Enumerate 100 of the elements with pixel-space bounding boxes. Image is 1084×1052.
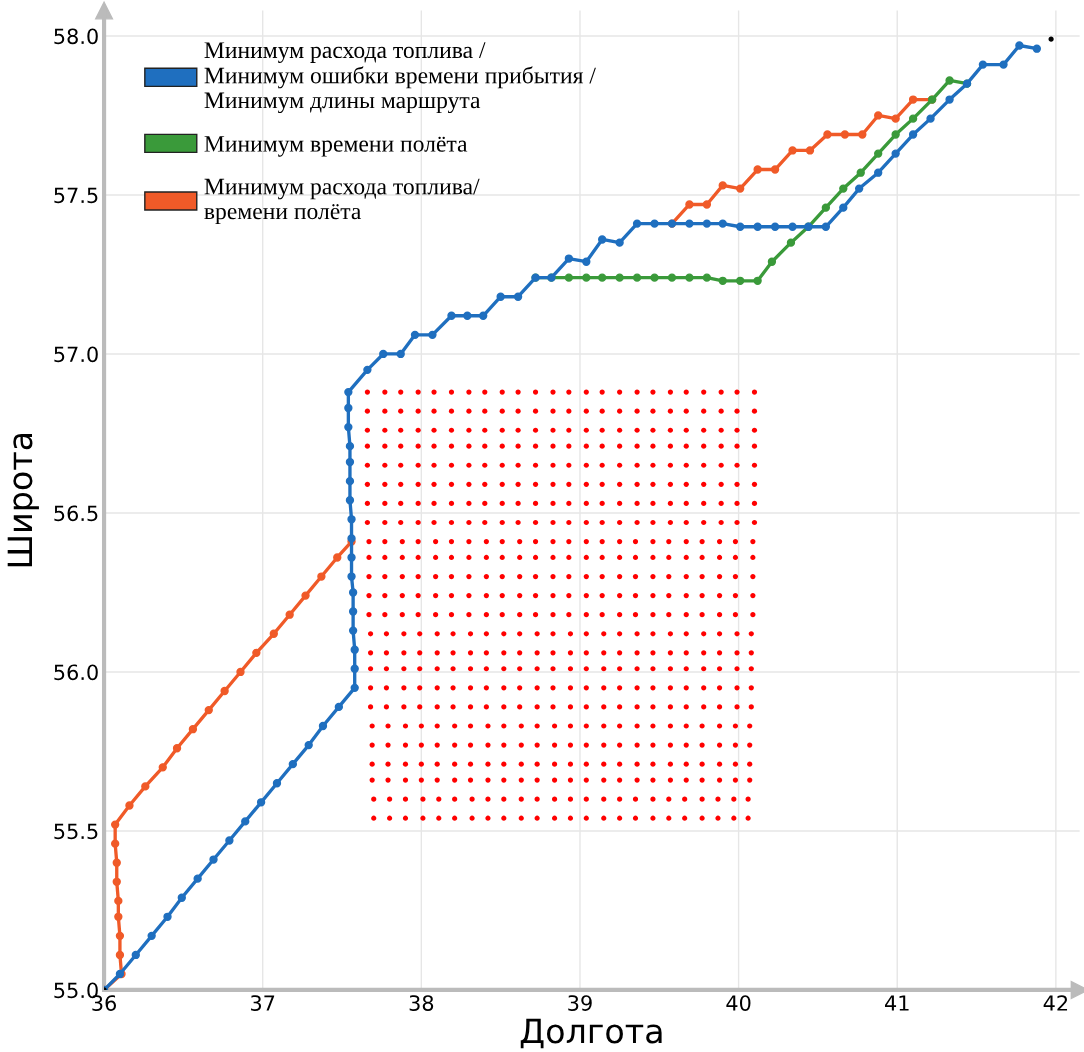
- point: [483, 593, 489, 599]
- point: [499, 408, 505, 414]
- point: [564, 273, 574, 282]
- point: [483, 554, 489, 561]
- point: [583, 554, 589, 561]
- point: [601, 650, 607, 656]
- point: [718, 427, 724, 433]
- point: [599, 443, 605, 449]
- point: [716, 723, 723, 729]
- point: [369, 777, 375, 783]
- point: [482, 500, 488, 506]
- point: [448, 462, 455, 468]
- point: [567, 742, 574, 748]
- point: [583, 704, 589, 710]
- point: [732, 573, 739, 580]
- point: [583, 685, 589, 691]
- point: [650, 650, 656, 656]
- point: [532, 481, 539, 487]
- point: [550, 593, 556, 599]
- point: [599, 389, 605, 395]
- point: [515, 481, 521, 487]
- point: [518, 777, 524, 783]
- point: [599, 500, 605, 506]
- point: [450, 666, 456, 672]
- point: [583, 408, 589, 414]
- point: [482, 462, 488, 468]
- point: [448, 554, 455, 561]
- point: [364, 500, 370, 506]
- point: [650, 273, 659, 282]
- point: [615, 273, 624, 282]
- point: [112, 858, 121, 867]
- point: [634, 704, 640, 710]
- point: [434, 685, 440, 691]
- point: [567, 631, 574, 637]
- point: [550, 500, 556, 506]
- point: [753, 165, 762, 174]
- point: [383, 650, 390, 656]
- point: [683, 631, 689, 637]
- point: [750, 612, 756, 618]
- point: [417, 631, 423, 637]
- point: [751, 443, 758, 449]
- point: [751, 408, 758, 414]
- point: [732, 761, 739, 767]
- point: [448, 538, 455, 545]
- point: [550, 650, 556, 656]
- point: [112, 877, 121, 886]
- point: [601, 685, 607, 691]
- point: [366, 593, 372, 599]
- point: [583, 650, 589, 656]
- point: [499, 573, 505, 580]
- point: [387, 815, 393, 821]
- point: [517, 612, 523, 618]
- point: [683, 389, 689, 395]
- point: [114, 912, 123, 921]
- point: [699, 723, 705, 729]
- point: [401, 650, 407, 656]
- point: [467, 631, 474, 637]
- point: [716, 554, 723, 561]
- point: [650, 777, 656, 783]
- point: [632, 796, 639, 802]
- point: [732, 593, 739, 599]
- point: [858, 130, 867, 139]
- point: [683, 704, 689, 710]
- point: [517, 554, 523, 561]
- point: [683, 573, 689, 580]
- point: [701, 427, 707, 433]
- point: [398, 519, 404, 526]
- point: [431, 389, 437, 395]
- point: [367, 704, 374, 710]
- point: [767, 257, 777, 266]
- point: [650, 443, 656, 449]
- point: [566, 462, 572, 468]
- point: [517, 666, 523, 672]
- point: [550, 427, 556, 433]
- point: [747, 761, 753, 767]
- point: [566, 500, 572, 506]
- point: [483, 612, 489, 618]
- point: [415, 538, 421, 545]
- point: [583, 612, 589, 618]
- point: [499, 389, 505, 395]
- point: [667, 273, 677, 282]
- point: [732, 777, 739, 783]
- point: [750, 593, 756, 599]
- point: [499, 519, 505, 526]
- point: [667, 427, 673, 433]
- point: [518, 815, 524, 821]
- point: [501, 650, 507, 656]
- point: [748, 666, 754, 672]
- point: [632, 593, 639, 599]
- point: [431, 443, 437, 449]
- point: [634, 742, 640, 748]
- point: [236, 667, 245, 677]
- point: [699, 573, 705, 580]
- point: [566, 554, 572, 561]
- point: [401, 666, 407, 672]
- point: [598, 273, 607, 282]
- point: [617, 573, 623, 580]
- point: [666, 796, 672, 802]
- point: [534, 723, 540, 729]
- point: [482, 481, 488, 487]
